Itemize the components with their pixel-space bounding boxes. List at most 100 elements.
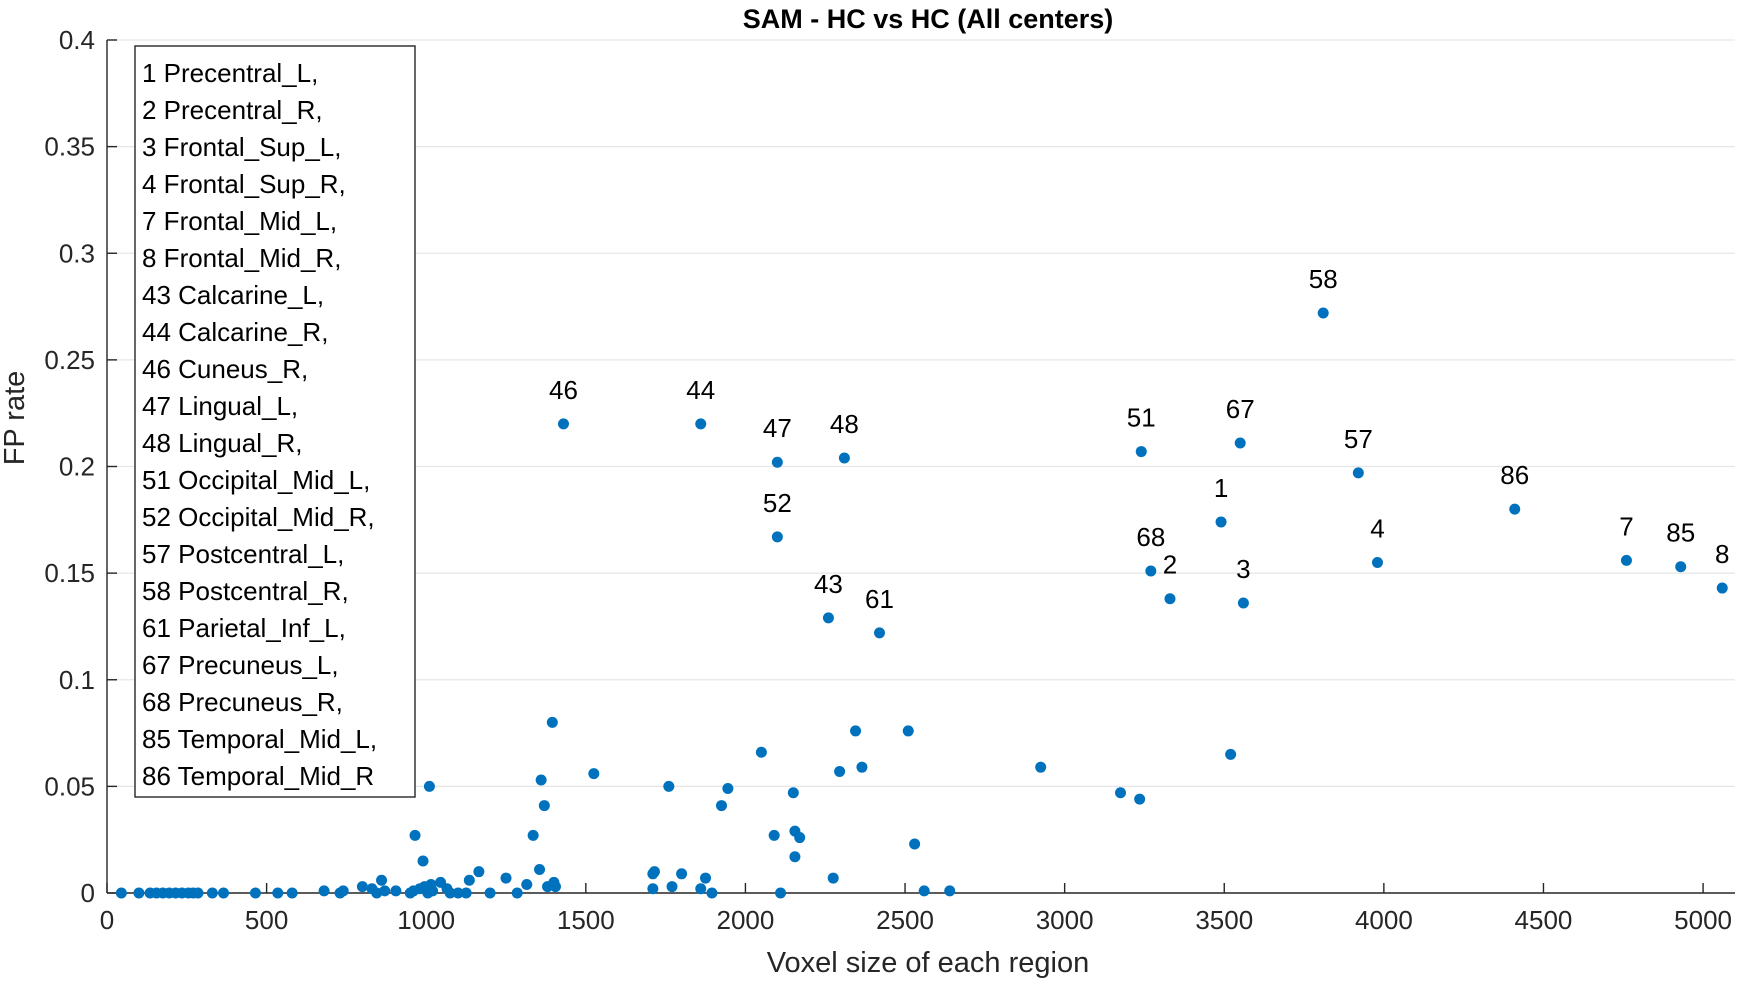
- data-point: [856, 761, 868, 773]
- data-point: [272, 887, 284, 899]
- x-axis-label: Voxel size of each region: [767, 947, 1089, 979]
- x-tick-label: 2500: [876, 905, 934, 935]
- legend-entry: 67 Precuneus_L,: [142, 650, 339, 680]
- legend-entry: 48 Lingual_R,: [142, 428, 302, 458]
- data-point: [249, 887, 261, 899]
- data-point: [588, 768, 600, 780]
- labeled-point-7: 7: [1619, 511, 1634, 566]
- data-points: [115, 716, 1237, 899]
- data-point: [206, 887, 218, 899]
- point-label: 86: [1500, 460, 1529, 490]
- data-point: [706, 887, 718, 899]
- labeled-point-52: 52: [763, 488, 792, 543]
- data-point: [663, 780, 675, 792]
- x-tick-label: 1000: [397, 905, 455, 935]
- data-point: [771, 531, 783, 543]
- data-point: [827, 872, 839, 884]
- point-label: 2: [1163, 550, 1177, 580]
- data-point: [755, 746, 767, 758]
- x-tick-label: 4500: [1515, 905, 1573, 935]
- data-point: [1135, 446, 1147, 458]
- data-point: [376, 874, 388, 886]
- x-tick-label: 3500: [1195, 905, 1253, 935]
- labeled-point-61: 61: [865, 584, 894, 639]
- point-label: 46: [549, 375, 578, 405]
- data-point: [1675, 561, 1687, 573]
- data-point: [874, 627, 886, 639]
- data-point: [1215, 516, 1227, 528]
- data-point: [286, 887, 298, 899]
- labeled-point-57: 57: [1344, 424, 1373, 479]
- data-point: [909, 838, 921, 850]
- data-point: [794, 832, 806, 844]
- legend-entry: 68 Precuneus_R,: [142, 687, 343, 717]
- legend-entry: 43 Calcarine_L,: [142, 280, 324, 310]
- data-point: [463, 874, 475, 886]
- data-point: [918, 885, 930, 897]
- data-point: [1237, 597, 1249, 609]
- data-point: [1225, 748, 1237, 760]
- data-point: [1145, 565, 1157, 577]
- labeled-point-86: 86: [1500, 460, 1529, 515]
- data-point: [1371, 556, 1383, 568]
- data-point: [546, 716, 558, 728]
- point-label: 68: [1136, 522, 1165, 552]
- legend-entry: 7 Frontal_Mid_L,: [142, 206, 337, 236]
- legend-entry: 46 Cuneus_R,: [142, 354, 308, 384]
- data-point: [768, 829, 780, 841]
- labeled-point-67: 67: [1226, 394, 1255, 449]
- labeled-point-3: 3: [1236, 554, 1251, 609]
- labeled-point-48: 48: [830, 409, 859, 464]
- y-axis-label: FP rate: [0, 371, 31, 466]
- legend-entry: 47 Lingual_L,: [142, 391, 298, 421]
- data-point: [787, 787, 799, 799]
- labeled-point-44: 44: [686, 375, 715, 430]
- legend-entry: 44 Calcarine_R,: [142, 317, 328, 347]
- data-point: [850, 725, 862, 737]
- x-tick-label: 3000: [1036, 905, 1094, 935]
- legend-entry: 51 Occipital_Mid_L,: [142, 465, 370, 495]
- labeled-point-58: 58: [1309, 264, 1338, 319]
- chart-title: SAM - HC vs HC (All centers): [743, 4, 1114, 34]
- data-point: [557, 418, 569, 430]
- x-tick-label: 1500: [557, 905, 615, 935]
- labeled-point-1: 1: [1214, 473, 1228, 528]
- point-label: 8: [1715, 539, 1729, 569]
- labeled-point-47: 47: [763, 413, 792, 468]
- y-tick-label: 0: [81, 878, 95, 908]
- labeled-point-68: 68: [1136, 522, 1165, 577]
- point-label: 4: [1370, 513, 1384, 543]
- data-point: [337, 885, 349, 897]
- data-point: [390, 885, 402, 897]
- point-label: 58: [1309, 264, 1338, 294]
- x-ticks: 0 500 1000 1500 2000 2500 3000 3500 4000 4500 5000: [100, 883, 1732, 935]
- legend-box: 1 Precentral_L, 2 Precentral_R, 3 Frontal_…: [134, 45, 416, 798]
- data-point: [452, 887, 464, 899]
- data-point: [1115, 787, 1127, 799]
- labeled-point-8: 8: [1715, 539, 1729, 594]
- data-point: [484, 887, 496, 899]
- data-point: [521, 878, 533, 890]
- data-point: [676, 868, 688, 880]
- data-point: [427, 885, 439, 897]
- data-point: [647, 883, 659, 895]
- y-ticks: 0 0.05 0.1 0.15 0.2 0.25 0.3 0.35 0.4: [44, 25, 117, 908]
- data-point: [722, 783, 734, 795]
- data-point: [115, 887, 127, 899]
- point-label: 1: [1214, 473, 1228, 503]
- data-point: [511, 887, 523, 899]
- legend-frame: [134, 45, 416, 798]
- data-point: [666, 881, 678, 893]
- point-label: 3: [1236, 554, 1250, 584]
- data-point: [417, 855, 429, 867]
- point-label: 44: [686, 375, 715, 405]
- labeled-point-85: 85: [1666, 518, 1695, 573]
- data-point: [715, 800, 727, 812]
- data-point: [444, 887, 456, 899]
- x-tick-label: 5000: [1674, 905, 1732, 935]
- x-tick-label: 0: [100, 905, 114, 935]
- data-point: [695, 418, 707, 430]
- data-point: [1317, 307, 1329, 319]
- data-point: [356, 881, 368, 893]
